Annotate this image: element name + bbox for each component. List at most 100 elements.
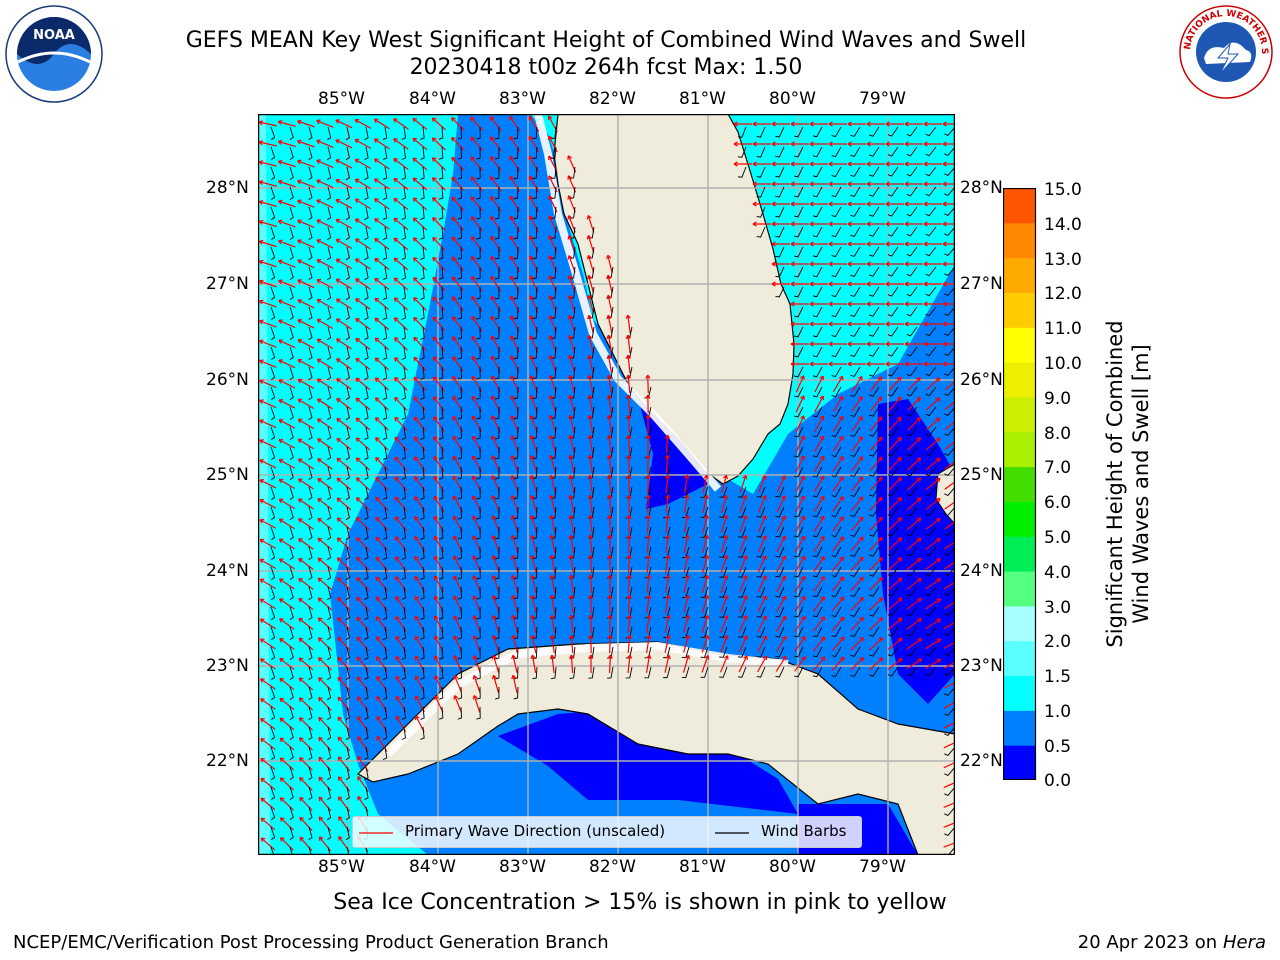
wind-barb [925,486,937,497]
wave-direction-arrow [260,817,276,831]
wind-barb [289,446,294,461]
wave-direction-arrowhead [923,261,928,267]
wave-direction-arrow [627,414,631,434]
wave-direction-arrowhead [510,535,516,540]
wave-direction-arrowhead [626,574,632,579]
wave-direction-arrowhead [510,395,515,400]
wave-direction-arrow [665,555,669,573]
wave-direction-arrowhead [297,398,303,404]
wind-barb [494,166,500,180]
wave-direction-arrow [354,119,372,129]
wave-direction-arrowhead [548,355,554,360]
wave-direction-arrowhead [742,555,748,560]
wave-direction-arrow [318,756,332,772]
wave-direction-arrow [609,534,611,554]
wave-direction-arrow [569,475,575,493]
wind-barb [382,366,388,380]
wind-barb [756,226,766,238]
wave-direction-arrowhead [916,457,922,462]
wave-direction-arrow [509,116,521,132]
wave-direction-arrowhead [509,255,515,261]
wave-direction-arrowhead [374,337,380,343]
wind-barb [308,586,313,601]
wind-barb [327,446,332,461]
wave-direction-arrowhead [828,141,833,147]
wave-direction-arrow [415,715,425,733]
wind-barb [550,666,557,680]
wind-barb [457,606,463,620]
wind-barb [925,206,937,217]
wave-direction-arrowhead [278,279,283,285]
colorbar-cell [1003,466,1036,502]
wind-barb [925,586,937,597]
wind-barb [308,786,313,801]
wave-direction-arrowhead [298,538,303,543]
wave-direction-arrowhead [336,378,341,383]
wind-barb [401,606,406,620]
wind-barb [925,626,937,637]
wave-direction-arrowhead [490,315,496,321]
wave-direction-arrowhead [470,236,476,241]
wave-direction-arrow [665,494,669,514]
wave-direction-arrowhead [297,378,303,384]
colorbar-cell [1003,640,1036,677]
wave-direction-arrowhead [790,241,795,247]
wave-direction-arrow [588,375,594,393]
wave-direction-arrowhead [453,595,458,600]
wave-direction-arrowhead [866,121,871,127]
wave-direction-arrowhead [259,598,265,604]
wave-direction-arrow [906,517,922,531]
wave-direction-arrowhead [278,239,283,245]
wind-barb [850,286,861,297]
wind-barb [812,546,823,558]
wave-direction-arrowhead [375,437,380,442]
wind-barb [494,286,500,300]
wave-direction-arrow [471,216,483,232]
wave-direction-arrowhead [858,476,864,481]
wind-barb [794,526,804,538]
wave-direction-arrow [259,141,277,147]
wave-direction-arrow [757,635,767,653]
wave-direction-arrowhead [335,178,341,184]
wind-barb [420,186,425,200]
wave-direction-arrow [298,518,314,530]
wave-direction-arrowhead [936,517,941,523]
wave-direction-arrowhead [742,575,748,580]
wind-barb [382,506,388,520]
wind-barb [513,306,519,320]
wind-barb [850,646,861,657]
wave-direction-arrow [568,335,576,353]
wind-barb [925,266,937,277]
wind-barb [289,566,294,581]
wave-direction-arrow [645,655,651,673]
wind-barb [850,146,861,157]
wind-barb [289,466,294,481]
wave-direction-arrowhead [606,354,612,360]
wind-barb [382,386,388,400]
wave-direction-arrow [850,556,864,572]
wind-barb [812,346,823,358]
wave-direction-arrow [775,656,787,672]
wave-direction-arrowhead [626,514,632,519]
wave-direction-arrowhead [259,439,264,444]
wave-direction-arrow [355,258,371,270]
wave-direction-arrowhead [626,534,632,539]
wind-barb [532,486,538,500]
wind-barb [401,226,406,240]
wind-barb [382,486,388,500]
wind-barb [925,646,937,657]
wind-barb [457,686,463,700]
wave-direction-arrowhead [942,201,947,207]
wave-direction-arrowhead [923,361,928,367]
lon-label-bottom: 82°W [589,857,636,877]
wave-direction-arrow [702,555,708,573]
wave-direction-arrowhead [665,654,671,660]
wave-direction-arrowhead [374,397,380,402]
wave-direction-arrowhead [723,474,729,480]
wave-direction-arrowhead [878,516,883,522]
wave-direction-arrow [393,297,409,311]
wave-direction-arrowhead [510,495,516,500]
wave-direction-arrowhead [510,574,516,580]
wave-direction-arrowhead [412,237,418,242]
wind-barb [382,306,388,320]
